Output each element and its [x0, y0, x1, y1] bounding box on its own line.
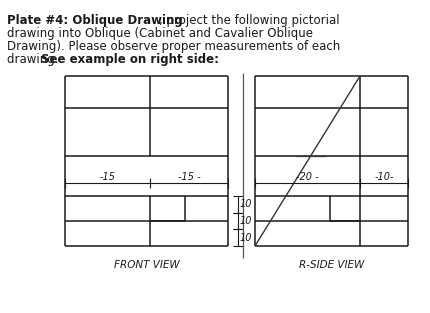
Text: 10: 10 — [240, 199, 252, 209]
Text: Drawing). Please observe proper measurements of each: Drawing). Please observe proper measurem… — [7, 40, 340, 53]
Text: 10: 10 — [240, 233, 252, 243]
Text: See example on right side:: See example on right side: — [41, 53, 219, 66]
Text: -15 -: -15 - — [178, 172, 200, 182]
Text: 10: 10 — [240, 216, 252, 226]
Text: -20 -: -20 - — [296, 172, 319, 182]
Text: Plate #4: Oblique Drawing: Plate #4: Oblique Drawing — [7, 14, 183, 27]
Text: -15: -15 — [99, 172, 116, 182]
Text: FRONT VIEW: FRONT VIEW — [114, 260, 179, 270]
Text: R-SIDE VIEW: R-SIDE VIEW — [299, 260, 364, 270]
Text: -10-: -10- — [374, 172, 394, 182]
Text: , project the following pictorial: , project the following pictorial — [159, 14, 340, 27]
Text: drawing into Oblique (Cabinet and Cavalier Oblique: drawing into Oblique (Cabinet and Cavali… — [7, 27, 313, 40]
Text: drawing.: drawing. — [7, 53, 62, 66]
